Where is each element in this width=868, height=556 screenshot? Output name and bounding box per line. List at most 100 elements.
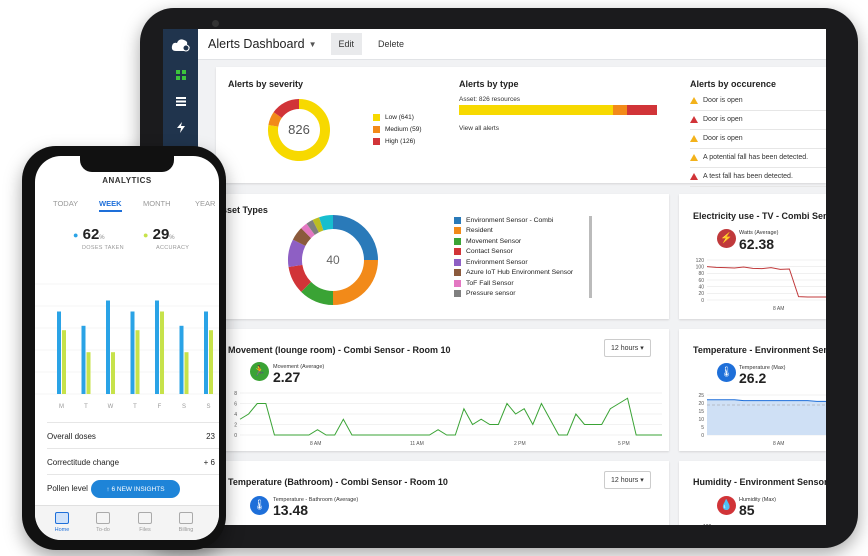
bar[interactable] xyxy=(135,330,140,394)
chevron-down-icon[interactable]: ▼ xyxy=(308,39,317,49)
legend-swatch xyxy=(454,237,461,245)
asset-legend-item[interactable]: Resident xyxy=(454,226,594,237)
severity-title: Alerts by severity xyxy=(228,79,304,89)
time-range-dropdown[interactable]: 12 hours ▾ xyxy=(604,339,651,357)
tab-today[interactable]: TODAY xyxy=(53,199,79,208)
asset-legend-item[interactable]: Pressure sensor xyxy=(454,289,594,300)
temperature-line xyxy=(707,399,826,402)
overall-doses-row[interactable]: Overall doses 23 xyxy=(47,422,219,449)
y-tick-label: 5 xyxy=(701,425,704,431)
bar[interactable] xyxy=(106,300,110,395)
asset-legend-item[interactable]: Contact Sensor xyxy=(454,247,594,258)
asset-legend-item[interactable]: Azure IoT Hub Environment Sensor xyxy=(454,268,594,279)
legend-medium: Medium (59) xyxy=(373,126,421,133)
y-tick-label: 0 xyxy=(701,298,704,304)
legend-label: Movement Sensor xyxy=(466,237,522,245)
temperature-env-value: 26.2 xyxy=(739,370,767,386)
asset-legend-item[interactable]: Movement Sensor xyxy=(454,236,594,247)
delete-button[interactable]: Delete xyxy=(378,39,405,49)
legend-label: Contact Sensor xyxy=(466,248,513,256)
type-bar-segment[interactable] xyxy=(459,105,613,115)
new-insights-button[interactable]: ↑ 6 NEW INSIGHTS xyxy=(91,480,180,498)
dropdown-value: 12 hours xyxy=(611,477,639,484)
cloud-logo-icon[interactable] xyxy=(163,33,198,57)
water-drop-icon: 💧 xyxy=(717,496,736,515)
electricity-title: Electricity use - TV - Combi Sensor xyxy=(693,211,826,221)
dashboard-grid-icon[interactable] xyxy=(163,63,198,87)
asset-legend-item[interactable]: Environment Sensor - Combi xyxy=(454,215,594,226)
row-value: + 6 xyxy=(203,457,215,467)
occurrence-item[interactable]: Door is open xyxy=(690,91,826,111)
occurrence-item[interactable]: A potential fall has been detected. xyxy=(690,148,826,168)
movement-chart: 8 6 4 2 0 8 AM 11 AM 2 PM 5 PM xyxy=(234,391,662,447)
tab-year[interactable]: YEAR xyxy=(195,199,216,208)
legend-swatch xyxy=(373,138,380,145)
humidity-value: 85 xyxy=(739,502,755,518)
legend-swatch xyxy=(454,248,461,256)
correctitude-row[interactable]: Correctitude change + 6 xyxy=(47,448,219,475)
nav-billing[interactable]: Billing xyxy=(171,512,201,533)
bar[interactable] xyxy=(130,311,135,395)
folder-icon xyxy=(138,512,152,524)
severity-slice[interactable] xyxy=(273,99,300,119)
type-bar-segment[interactable] xyxy=(626,105,657,115)
asset-slice[interactable] xyxy=(301,223,315,239)
asset-slice[interactable] xyxy=(301,281,334,305)
bar[interactable] xyxy=(155,300,159,395)
pollen-row[interactable]: Pollen level xyxy=(47,474,219,501)
bar[interactable] xyxy=(81,325,86,394)
warning-icon xyxy=(690,135,698,142)
legend-swatch xyxy=(454,216,461,224)
edit-button[interactable]: Edit xyxy=(330,33,363,55)
bar[interactable] xyxy=(179,325,184,394)
asset-slice[interactable] xyxy=(332,215,378,261)
nav-todo[interactable]: To-do xyxy=(88,512,118,533)
legend-scrollbar[interactable] xyxy=(589,216,592,298)
asset-slice[interactable] xyxy=(332,259,378,305)
asset-legend-item[interactable]: ToF Fall Sensor xyxy=(454,278,594,289)
y-tick-label: 25 xyxy=(698,393,704,399)
alerts-type-bar[interactable] xyxy=(459,105,657,115)
temperature-env-title: Temperature - Environment Sensor xyxy=(693,345,826,355)
tab-month[interactable]: MONTH xyxy=(143,199,171,208)
chevron-down-icon: ▾ xyxy=(640,345,644,352)
bar[interactable] xyxy=(111,352,115,394)
bar[interactable] xyxy=(160,311,164,395)
dashboard-title[interactable]: Alerts Dashboard xyxy=(208,37,305,51)
bar[interactable] xyxy=(57,311,61,395)
bar[interactable] xyxy=(86,352,91,394)
asset-legend-item[interactable]: Environment Sensor xyxy=(454,257,594,268)
legend-high: High (126) xyxy=(373,138,415,145)
legend-swatch xyxy=(454,269,461,277)
nav-files[interactable]: Files xyxy=(130,512,160,533)
asset-slice[interactable] xyxy=(312,217,324,233)
thermometer-icon: 🌡 xyxy=(250,496,269,515)
asset-slice[interactable] xyxy=(288,239,306,268)
nav-home[interactable]: Home xyxy=(47,512,77,533)
occurrence-item[interactable]: Door is open xyxy=(690,110,826,130)
type-bar-segment[interactable] xyxy=(612,105,627,115)
bar[interactable] xyxy=(209,330,213,394)
time-range-dropdown[interactable]: 12 hours ▾ xyxy=(604,471,651,489)
y-tick-label: 100 xyxy=(703,524,711,525)
bar[interactable] xyxy=(62,330,66,394)
movement-line xyxy=(239,397,662,436)
asset-slice[interactable] xyxy=(292,228,312,247)
severity-slice[interactable] xyxy=(268,112,282,127)
lightning-icon[interactable] xyxy=(163,115,198,139)
severity-slice[interactable] xyxy=(268,99,330,161)
tab-week[interactable]: WEEK xyxy=(99,199,122,212)
occurrence-item[interactable]: Door is open xyxy=(690,129,826,149)
list-icon[interactable] xyxy=(163,89,198,113)
asset-slice[interactable] xyxy=(306,219,320,235)
asset-slice[interactable] xyxy=(319,215,334,231)
bar[interactable] xyxy=(184,352,189,394)
bar[interactable] xyxy=(204,311,208,395)
dot-icon: ● xyxy=(73,230,79,241)
view-all-alerts-link[interactable]: View all alerts xyxy=(459,125,499,132)
billing-icon xyxy=(179,512,193,524)
asset-slice[interactable] xyxy=(288,264,312,292)
accuracy-stat: ● 29% xyxy=(143,226,175,243)
occurrence-item[interactable]: A test fall has been detected. xyxy=(690,167,826,187)
occurrence-title: Alerts by occurence xyxy=(690,79,777,89)
